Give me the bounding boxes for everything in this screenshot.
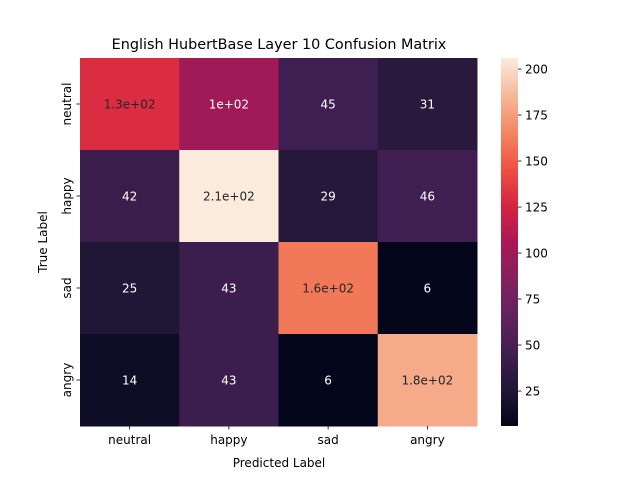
cell-annotation: 1e+02: [209, 98, 249, 112]
cell-annotation: 25: [122, 282, 137, 296]
colorbar-tick-label: 100: [525, 246, 548, 260]
colorbar-tick-label: 150: [525, 154, 548, 168]
y-axis-ticks: neutral happy sad angry: [60, 83, 80, 398]
x-axis-ticks: neutral happy sad angry: [108, 426, 445, 447]
colorbar-tick-label: 125: [525, 200, 548, 214]
heatmap-cell: [377, 334, 478, 427]
x-tick-label: neutral: [108, 433, 151, 447]
cell-annotation: 6: [424, 282, 432, 296]
heatmap-cell: [80, 334, 180, 427]
cell-annotation: 1.3e+02: [104, 98, 156, 112]
y-axis-label: True Label: [36, 211, 50, 274]
heatmap-cell: [377, 58, 478, 151]
heatmap-cells: 1.3e+02 1e+02 45 31 42 2.1e+02 29 46 25 43 1.6e+02…: [80, 58, 478, 427]
colorbar-tick-label: 175: [525, 108, 548, 122]
cell-annotation: 6: [324, 374, 332, 388]
cell-annotation: 29: [320, 190, 335, 204]
cell-annotation: 1.6e+02: [302, 282, 354, 296]
cell-annotation: 42: [122, 190, 137, 204]
heatmap-cell: [278, 150, 379, 243]
heatmap-cell: [80, 242, 180, 335]
heatmap-cell: [179, 334, 279, 427]
cell-annotation: 14: [122, 374, 137, 388]
x-tick-label: happy: [210, 433, 247, 447]
cell-annotation: 31: [420, 98, 435, 112]
cell-annotation: 43: [221, 282, 236, 296]
y-tick-label: happy: [60, 177, 74, 214]
heatmap-cell: [80, 58, 180, 151]
x-tick-label: angry: [410, 433, 445, 447]
heatmap-cell: [278, 334, 379, 427]
cell-annotation: 46: [420, 190, 435, 204]
x-tick-label: sad: [318, 433, 339, 447]
colorbar-tick-label: 200: [525, 62, 548, 76]
heatmap-cell: [179, 242, 279, 335]
heatmap-cell: [179, 58, 279, 151]
heatmap-cell: [80, 150, 180, 243]
cell-annotation: 43: [221, 374, 236, 388]
y-tick-label: sad: [60, 277, 74, 298]
heatmap-cell: [377, 150, 478, 243]
heatmap-cell: [278, 58, 379, 151]
heatmap-cell: [377, 242, 478, 335]
x-axis-label: Predicted Label: [233, 456, 326, 470]
colorbar-tick-label: 75: [525, 292, 540, 306]
heatmap-cell: [179, 150, 279, 243]
y-tick-label: neutral: [60, 83, 74, 126]
cell-annotation: 2.1e+02: [203, 190, 255, 204]
chart-title: English HubertBase Layer 10 Confusion Ma…: [112, 37, 447, 53]
cell-annotation: 45: [320, 98, 335, 112]
heatmap-cell: [278, 242, 379, 335]
colorbar-gradient: [501, 58, 518, 426]
colorbar: 25 50 75 100 125 150 175 200: [501, 58, 548, 426]
y-tick-label: angry: [60, 363, 74, 398]
colorbar-tick-label: 25: [525, 384, 540, 398]
cell-annotation: 1.8e+02: [401, 374, 453, 388]
colorbar-tick-label: 50: [525, 338, 540, 352]
